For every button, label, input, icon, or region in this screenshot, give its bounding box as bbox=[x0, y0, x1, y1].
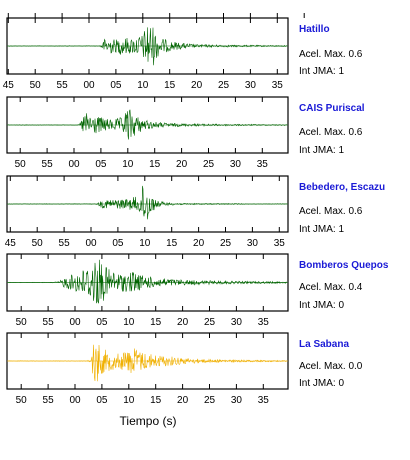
jma-int-hatillo: Int JMA: 1 bbox=[299, 66, 345, 77]
tick-label: 15 bbox=[164, 80, 176, 91]
tick-label: 25 bbox=[204, 395, 216, 406]
jma-int-bomberos-quepos: Int JMA: 0 bbox=[299, 300, 345, 311]
tick-label: 05 bbox=[112, 238, 124, 249]
tick-label: 35 bbox=[274, 238, 286, 249]
accel-max-la-sabana: Acel. Max. 0.0 bbox=[299, 361, 363, 372]
tick-label: 50 bbox=[15, 159, 27, 170]
tick-label: 10 bbox=[139, 238, 151, 249]
seismogram-panel: 50 55 00 05 10 15 20 25 30 35 bbox=[6, 253, 289, 328]
tick-label: 30 bbox=[245, 80, 257, 91]
tick-label: 15 bbox=[150, 395, 162, 406]
station-name-cais-puriscal: CAIS Puriscal bbox=[299, 103, 365, 114]
waveform-trace bbox=[7, 344, 288, 382]
accel-max-bebedero: Acel. Max. 0.6 bbox=[299, 206, 363, 217]
tick-label: 00 bbox=[83, 80, 95, 91]
tick-label: 15 bbox=[149, 159, 161, 170]
tick-label: 05 bbox=[96, 317, 108, 328]
tick-label: 05 bbox=[110, 80, 122, 91]
tick-label: 15 bbox=[150, 317, 162, 328]
tick-label: 45 bbox=[5, 238, 17, 249]
tick-label: 20 bbox=[176, 159, 188, 170]
jma-int-cais-puriscal: Int JMA: 1 bbox=[299, 145, 345, 156]
station-name-bomberos-quepos: Bomberos Quepos bbox=[299, 260, 389, 271]
tick-label: 00 bbox=[68, 159, 80, 170]
tick-label: 25 bbox=[203, 159, 215, 170]
tick-label: 30 bbox=[231, 395, 243, 406]
tick-label: 10 bbox=[122, 159, 134, 170]
tick-label: 10 bbox=[137, 80, 149, 91]
seismogram-panel: 50 55 00 05 10 15 20 25 30 35 bbox=[6, 332, 289, 406]
tick-label: 50 bbox=[30, 80, 42, 91]
station-name-la-sabana: La Sabana bbox=[299, 339, 350, 350]
tick-label: 55 bbox=[43, 317, 55, 328]
waveform-trace bbox=[7, 259, 288, 304]
tick-label: 20 bbox=[191, 80, 203, 91]
tick-label: 55 bbox=[59, 238, 71, 249]
tick-label: 35 bbox=[257, 159, 269, 170]
tick-label: 25 bbox=[220, 238, 232, 249]
tick-label: 55 bbox=[43, 395, 55, 406]
waveform-trace bbox=[8, 109, 288, 140]
waveform-trace bbox=[7, 27, 288, 66]
seismogram-panel: 45 50 55 00 05 10 15 20 25 30 35 bbox=[3, 13, 305, 91]
tick-label: 45 bbox=[3, 80, 15, 91]
tick-label: 00 bbox=[85, 238, 97, 249]
tick-label: 25 bbox=[204, 317, 216, 328]
station-name-bebedero: Bebedero, Escazu bbox=[299, 182, 386, 193]
tick-label: 50 bbox=[16, 317, 28, 328]
tick-label: 00 bbox=[69, 395, 81, 406]
jma-int-la-sabana: Int JMA: 0 bbox=[299, 378, 345, 389]
tick-label: 30 bbox=[247, 238, 259, 249]
accel-max-hatillo: Acel. Max. 0.6 bbox=[299, 49, 363, 60]
tick-label: 35 bbox=[258, 317, 270, 328]
tick-label: 15 bbox=[166, 238, 178, 249]
tick-label: 35 bbox=[272, 80, 284, 91]
tick-label: 20 bbox=[193, 238, 205, 249]
tick-label: 55 bbox=[42, 159, 54, 170]
tick-label: 20 bbox=[177, 317, 189, 328]
tick-label: 55 bbox=[57, 80, 69, 91]
x-axis-label: Tiempo (s) bbox=[119, 414, 177, 428]
tick-label: 50 bbox=[32, 238, 44, 249]
jma-int-bebedero: Int JMA: 1 bbox=[299, 224, 345, 235]
station-name-hatillo: Hatillo bbox=[299, 24, 330, 35]
tick-label: 05 bbox=[96, 395, 108, 406]
waveform-trace bbox=[7, 185, 288, 220]
seismogram-panel: 50 55 00 05 10 15 20 25 30 35 bbox=[6, 96, 289, 170]
tick-label: 30 bbox=[231, 317, 243, 328]
tick-label: 10 bbox=[123, 395, 135, 406]
tick-label: 30 bbox=[230, 159, 242, 170]
tick-label: 00 bbox=[69, 317, 81, 328]
accel-max-bomberos-quepos: Acel. Max. 0.4 bbox=[299, 282, 363, 293]
accel-max-cais-puriscal: Acel. Max. 0.6 bbox=[299, 127, 363, 138]
tick-label: 50 bbox=[16, 395, 28, 406]
tick-label: 10 bbox=[123, 317, 135, 328]
tick-label: 20 bbox=[177, 395, 189, 406]
tick-label: 05 bbox=[95, 159, 107, 170]
tick-label: 35 bbox=[258, 395, 270, 406]
tick-label: 25 bbox=[218, 80, 230, 91]
seismogram-panel: 45 50 55 00 05 10 15 20 25 30 35 bbox=[5, 175, 289, 249]
